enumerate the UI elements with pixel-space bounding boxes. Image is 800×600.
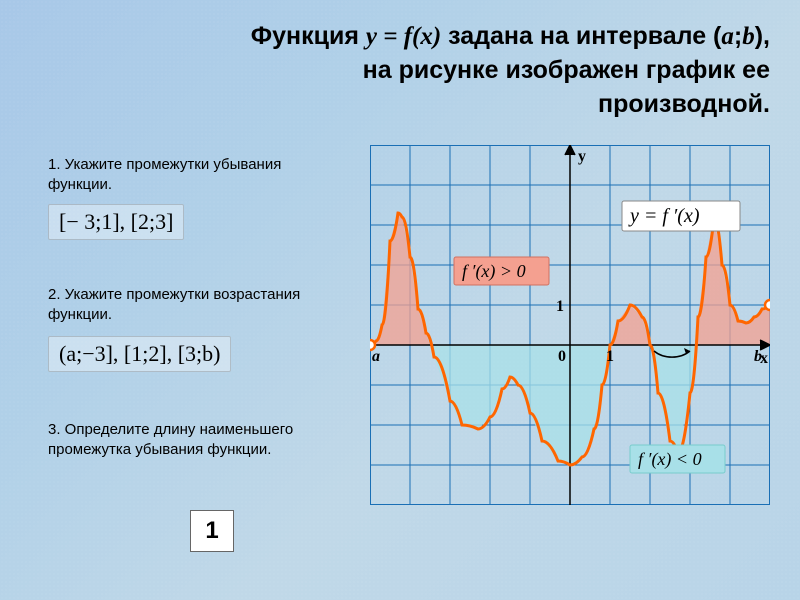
question-3: 3. Определите длину наименьшего промежут…: [48, 420, 308, 459]
title-sep: ;: [734, 22, 742, 50]
title-end: ),: [755, 22, 770, 50]
svg-text:a: a: [372, 348, 380, 365]
svg-text:f ′(x) > 0: f ′(x) > 0: [462, 261, 526, 282]
svg-text:b: b: [754, 348, 762, 365]
derivative-chart: yx011aby = f ′(x)f ′(x) > 0f ′(x) < 0: [370, 145, 770, 505]
title-b: b: [742, 23, 755, 50]
svg-text:1: 1: [556, 298, 564, 315]
title-post: задана на интервале (: [441, 22, 721, 50]
svg-text:f ′(x) < 0: f ′(x) < 0: [638, 449, 702, 470]
title-line2: на рисунке изображен график ее: [363, 56, 770, 84]
formula-1: [− 3;1], [2;3]: [48, 204, 184, 240]
answer-box: 1: [190, 510, 234, 552]
svg-text:0: 0: [558, 348, 566, 365]
title-pre: Функция: [251, 22, 366, 50]
title-line3: производной.: [598, 90, 770, 118]
title-a: a: [721, 23, 734, 50]
title-eq: у = f(x): [366, 23, 441, 50]
svg-text:y = f ′(x): y = f ′(x): [628, 205, 700, 227]
question-2: 2. Укажите промежутки возрастания функци…: [48, 285, 308, 324]
svg-text:y: y: [578, 148, 586, 165]
slide-title: Функция у = f(x) задана на интервале (a;…: [75, 20, 770, 121]
formula-2: (a;−3], [1;2], [3;b): [48, 336, 231, 372]
question-1: 1. Укажите промежутки убывания функции.: [48, 155, 308, 194]
chart-svg: yx011aby = f ′(x)f ′(x) > 0f ′(x) < 0: [370, 145, 770, 505]
svg-text:1: 1: [606, 348, 614, 365]
